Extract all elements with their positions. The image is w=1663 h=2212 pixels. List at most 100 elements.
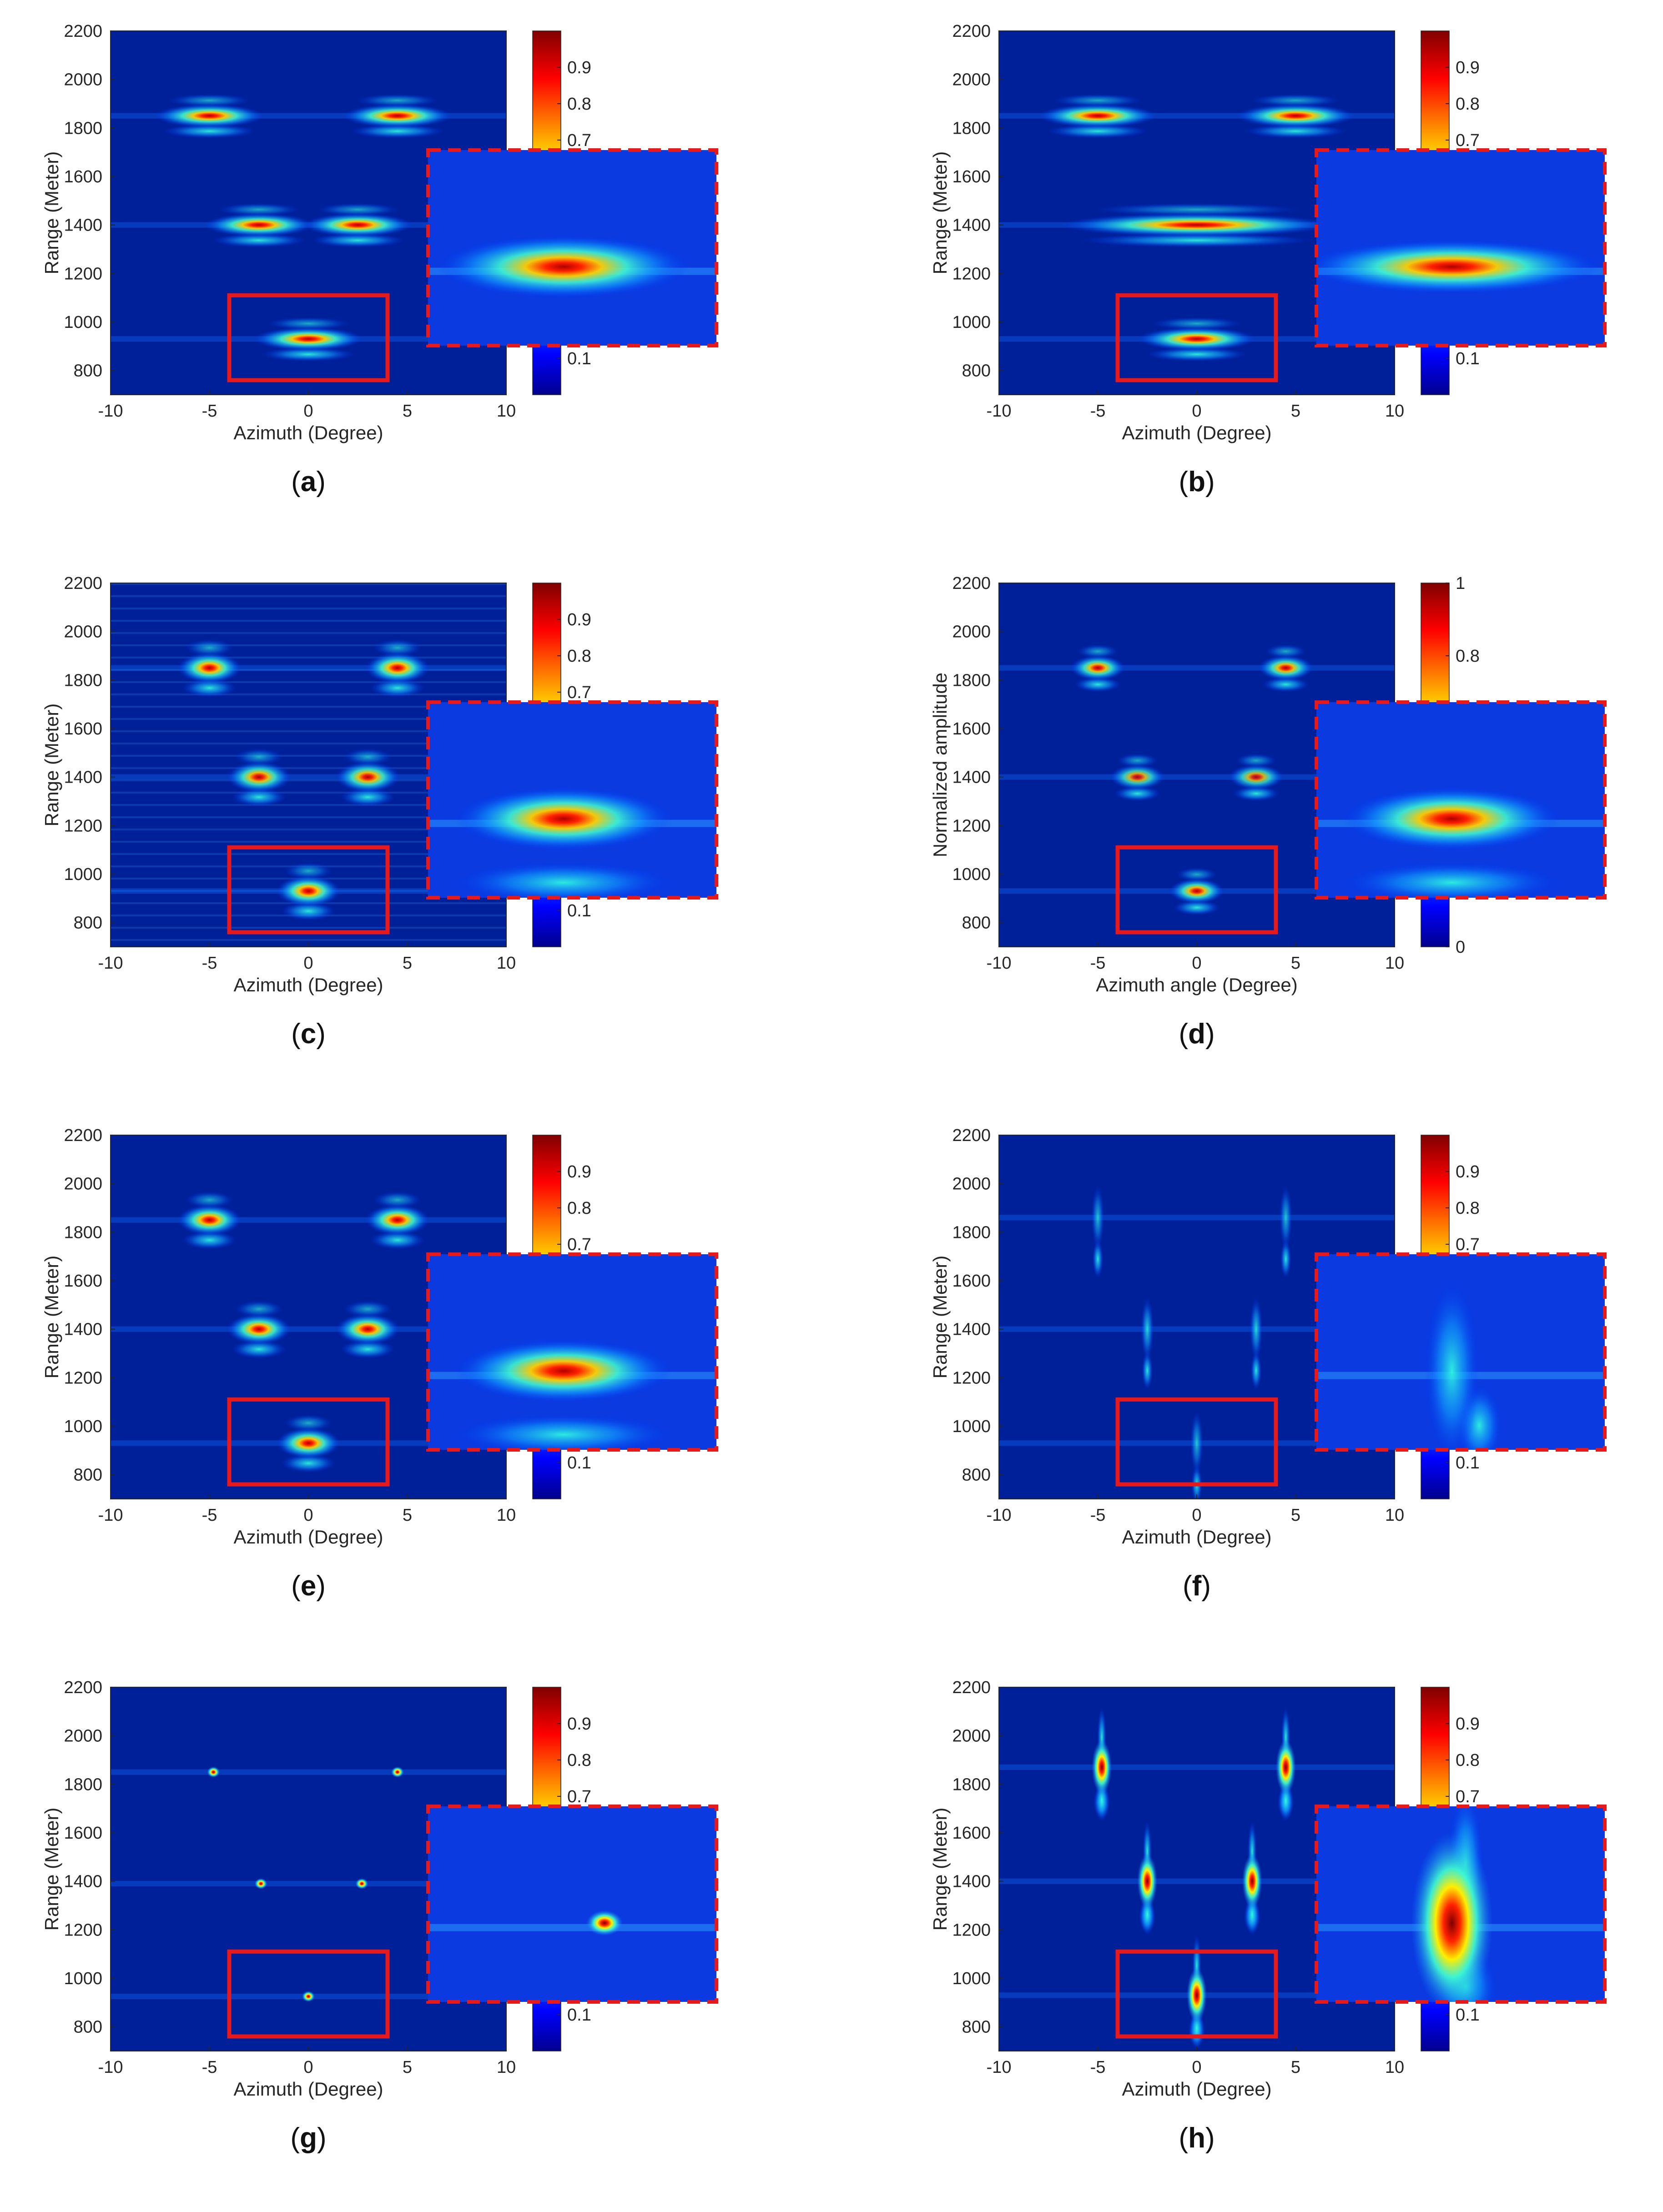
y-tick-label: 1800 [64, 119, 102, 138]
x-tick-label: -10 [987, 2058, 1012, 2077]
y-axis-label: Range (Meter) [41, 1256, 62, 1379]
zoom-region-box [227, 1397, 390, 1487]
target-mark [1137, 1821, 1158, 1936]
x-axis-label: Azimuth angle (Degree) [1096, 974, 1298, 995]
y-tick-label: 1600 [64, 1824, 102, 1843]
target-mark [303, 203, 413, 248]
y-axis-label: Range (Meter) [929, 1256, 951, 1379]
x-tick-label: -10 [98, 954, 123, 973]
target-mark [1279, 1186, 1292, 1278]
zoom-region-box [227, 845, 390, 935]
panel-b: -10 -5 0 5 10 800 1000 1200 1400 1600 1800 2000 2200… [929, 22, 1607, 498]
x-tick-label: 0 [303, 1506, 313, 1525]
panel-label: (f) [1183, 1570, 1211, 1602]
x-tick-label: 10 [497, 954, 516, 973]
y-tick-label: 1000 [952, 1417, 991, 1436]
zoom-inset [1315, 1252, 1607, 1452]
y-tick-label: 1200 [64, 264, 102, 283]
target-mark [277, 1414, 340, 1473]
y-tick-label: 1400 [952, 216, 991, 235]
y-tick-label: 1800 [952, 1223, 991, 1242]
y-tick-label: 800 [74, 2018, 102, 2037]
x-tick-label: -5 [202, 1506, 217, 1525]
zoom-inset [426, 148, 718, 347]
x-tick-label: 5 [1291, 402, 1300, 421]
target-mark [1169, 867, 1224, 915]
panel-a: -10 -5 0 5 10 800 1000 1200 1400 1600 1800 2000 2200… [41, 22, 718, 498]
target-mark [391, 1766, 404, 1778]
target-mark [1229, 753, 1284, 801]
y-tick-label: 2200 [64, 1678, 102, 1697]
colorbar-tick-label: 0.1 [1456, 349, 1480, 368]
colorbar-tick-label: 0 [1456, 938, 1465, 957]
panel-label: (e) [291, 1570, 326, 1602]
panel-d: -10 -5 0 5 108001000120014001600180020002200… [929, 574, 1607, 1050]
colorbar-tick-label: 0.9 [1456, 1714, 1480, 1734]
panel-e: -10 -5 0 5 10 800 1000 1200 1400 1600 1800 2000 2200… [41, 1126, 718, 1602]
x-tick-label: 0 [1192, 954, 1201, 973]
y-tick-label: 1800 [952, 119, 991, 138]
x-tick-label: -5 [1090, 402, 1106, 421]
x-tick-label: 5 [1291, 1506, 1300, 1525]
y-tick-label: 1000 [952, 1969, 991, 1988]
target-mark [204, 203, 314, 248]
y-tick-label: 2200 [64, 22, 102, 41]
x-axis-label: Azimuth (Degree) [1122, 1526, 1271, 1548]
zoom-inset [1315, 700, 1607, 900]
x-tick-label: -10 [987, 954, 1012, 973]
y-tick-label: 2200 [952, 574, 991, 593]
target-mark [155, 94, 264, 139]
target-mark [1092, 1707, 1112, 1822]
y-tick-label: 800 [74, 914, 102, 933]
y-tick-label: 1000 [64, 313, 102, 332]
y-tick-label: 800 [962, 362, 991, 381]
target-mark [227, 1300, 291, 1359]
y-tick-label: 1600 [64, 719, 102, 739]
zoom-inset [1315, 148, 1607, 347]
y-tick-label: 1800 [64, 1775, 102, 1794]
x-axis-label: Azimuth (Degree) [233, 1526, 383, 1548]
colorbar-tick-label: 0.8 [1456, 647, 1480, 666]
zoom-region-box [1115, 1397, 1278, 1487]
y-tick-label: 1400 [952, 768, 991, 787]
panel-label: (c) [291, 1018, 326, 1050]
target-mark [1138, 317, 1256, 362]
colorbar-tick-label: 0.8 [567, 1751, 591, 1770]
panel-label: (d) [1179, 1018, 1214, 1050]
x-tick-label: 5 [403, 1506, 412, 1525]
zoom-inset [426, 1252, 718, 1452]
zoom-inset [426, 1805, 718, 2004]
x-tick-label: 5 [403, 954, 412, 973]
y-tick-label: 1400 [952, 1320, 991, 1339]
panel-h: -10 -5 0 5 10 800 1000 1200 1400 1600 1800 2000 2200… [929, 1678, 1607, 2154]
y-axis-label: Range (Meter) [41, 704, 62, 827]
x-tick-label: 0 [1192, 2058, 1201, 2077]
y-tick-label: 800 [962, 1466, 991, 1485]
y-axis-label: Normalized amplitude [929, 673, 951, 857]
x-tick-label: -5 [1090, 2058, 1106, 2077]
y-tick-label: 2000 [64, 623, 102, 642]
y-tick-label: 2200 [952, 22, 991, 41]
x-tick-label: -10 [98, 402, 123, 421]
colorbar-tick-label: 0.7 [1456, 131, 1480, 150]
colorbar-tick-label: 0.8 [1456, 1199, 1480, 1218]
target-mark [336, 1300, 400, 1359]
y-tick-label: 2000 [952, 70, 991, 90]
x-axis-label: Azimuth (Degree) [233, 2078, 383, 2100]
y-tick-label: 1600 [952, 1824, 991, 1843]
colorbar-tick-label: 1 [1456, 574, 1465, 593]
x-tick-label: -5 [1090, 954, 1106, 973]
x-tick-label: 10 [497, 402, 516, 421]
x-tick-label: 5 [403, 402, 412, 421]
x-tick-label: 10 [1385, 2058, 1404, 2077]
y-tick-label: 2000 [952, 1175, 991, 1194]
x-tick-label: 0 [1192, 402, 1201, 421]
colorbar-tick-label: 0.1 [1456, 1453, 1480, 1473]
x-tick-label: 5 [403, 2058, 412, 2077]
x-tick-label: 0 [303, 2058, 313, 2077]
zoom-region-box [1115, 845, 1278, 935]
colorbar-tick-label: 0.1 [567, 349, 591, 368]
x-tick-label: -10 [987, 1506, 1012, 1525]
y-tick-label: 1600 [952, 1272, 991, 1291]
